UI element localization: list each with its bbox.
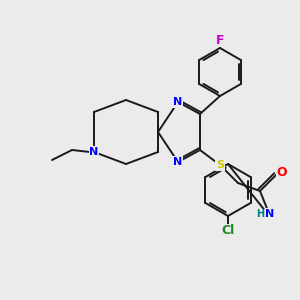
Text: H: H [256,209,264,219]
Text: Cl: Cl [221,224,235,238]
Text: N: N [173,97,183,107]
Text: N: N [173,157,183,167]
Text: O: O [277,167,287,179]
Text: S: S [216,160,224,170]
Text: N: N [266,209,274,219]
Text: F: F [216,34,224,46]
Text: N: N [89,147,99,157]
